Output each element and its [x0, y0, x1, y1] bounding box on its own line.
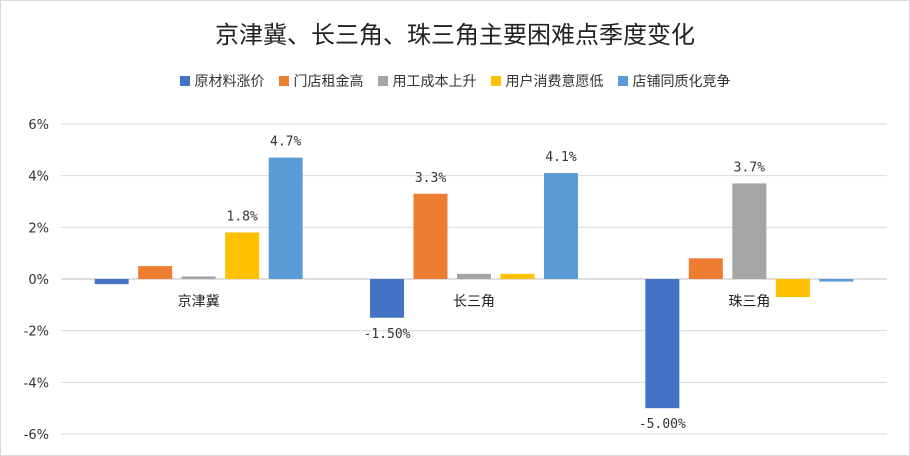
legend-swatch: [377, 76, 388, 86]
bar: [819, 279, 854, 282]
legend-item: 门店租金高: [278, 71, 364, 91]
bar: [732, 183, 767, 279]
legend-item: 店铺同质化竞争: [617, 71, 731, 91]
data-label: -1.50%: [364, 327, 411, 342]
legend-item: 原材料涨价: [179, 71, 265, 91]
legend-label: 用户消费意愿低: [505, 74, 604, 90]
legend-item: 用户消费意愿低: [490, 71, 604, 91]
bar: [181, 276, 216, 279]
legend-label: 原材料涨价: [194, 74, 265, 90]
y-tick-label: 6%: [28, 118, 49, 133]
legend-label: 门店租金高: [293, 74, 364, 90]
bar: [225, 232, 260, 279]
y-tick-label: 2%: [28, 221, 49, 236]
chart-title: 京津冀、长三角、珠三角主要困难点季度变化: [215, 21, 695, 49]
data-label: 3.3%: [415, 171, 446, 186]
bar: [544, 173, 578, 279]
data-label: 1.8%: [227, 210, 258, 225]
data-label: 3.7%: [734, 160, 765, 175]
legend-label: 店铺同质化竞争: [632, 74, 731, 90]
data-label: 4.7%: [270, 135, 301, 150]
bar: [775, 279, 810, 298]
category-label: 京津冀: [178, 294, 220, 310]
data-label: 4.1%: [545, 150, 576, 165]
category-label: 珠三角: [728, 294, 770, 310]
category-label: 长三角: [453, 294, 495, 310]
bar: [268, 157, 303, 279]
legend-swatch: [617, 76, 628, 86]
data-label: -5.00%: [639, 417, 686, 432]
bar: [645, 279, 680, 409]
bar: [457, 273, 491, 279]
chart-legend: 原材料涨价 门店租金高 用工成本上升 用户消费意愿低 店铺同质化竞争: [1, 71, 909, 91]
y-tick-label: 4%: [28, 170, 49, 185]
y-tick-label: 0%: [28, 273, 49, 288]
y-tick-label: -4%: [24, 376, 49, 391]
bar: [370, 279, 404, 318]
bar: [413, 193, 448, 279]
bar: [138, 266, 173, 279]
legend-swatch: [278, 76, 289, 86]
legend-label: 用工成本上升: [392, 74, 477, 90]
y-tick-label: -6%: [24, 428, 49, 443]
y-tick-label: -2%: [24, 325, 49, 340]
bar: [688, 258, 723, 279]
legend-swatch: [179, 76, 190, 86]
bar: [500, 273, 535, 279]
legend-item: 用工成本上升: [377, 71, 477, 91]
bar: [94, 279, 129, 285]
legend-swatch: [490, 76, 501, 86]
